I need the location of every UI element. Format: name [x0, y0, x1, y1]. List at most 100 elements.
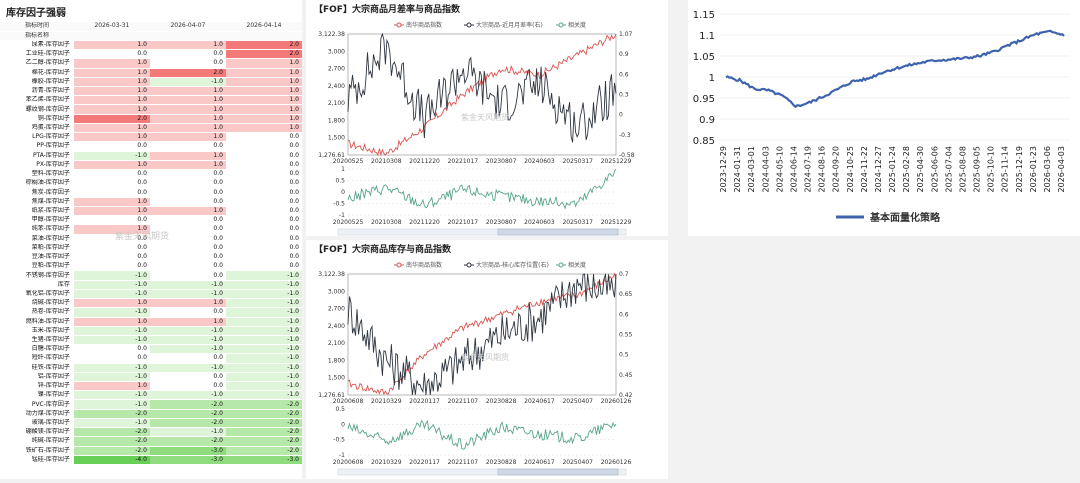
sub-x-tick: 20221017: [448, 219, 479, 226]
factor-value: 1.0: [149, 160, 226, 171]
factor-value: 0.0: [73, 243, 150, 253]
factor-value: 0.0: [149, 243, 226, 253]
legend-marker: [396, 22, 402, 28]
x-tick: 20250317: [562, 158, 593, 165]
factor-name: LPG-库存因子: [0, 132, 74, 143]
table-header-cell[interactable]: 2026-04-14: [225, 22, 302, 32]
x-tick: 20240617: [524, 398, 555, 405]
table-row: 锌-库存因子 1.0 0.0 -1.0: [0, 381, 302, 392]
plot-frame: [347, 33, 617, 156]
legend-marker: [466, 22, 472, 28]
x-tick: 2024-12-27: [874, 146, 883, 193]
correlation-line: [347, 168, 617, 210]
y-tick: 1.15: [693, 10, 715, 21]
sub-x-tick: 20210329: [371, 459, 402, 466]
factor-value: 1.0: [149, 317, 226, 327]
factor-value: 1.0: [149, 132, 226, 143]
factor-value: -1.0: [73, 270, 150, 281]
x-tick: 2025-02-28: [902, 146, 911, 193]
table-row: 菜粕-库存因子 0.0 0.0 0.0: [0, 243, 302, 253]
table-row: 鸡蛋-库存因子 1.0 1.0 1.0: [0, 123, 302, 134]
zoom-slider-track: [337, 228, 627, 236]
left-tick: 3,122.38: [318, 271, 345, 278]
sub-x-tick: 20230807: [486, 219, 517, 226]
factor-value: -2.0: [225, 418, 302, 429]
factor-value: -1.0: [225, 363, 302, 373]
table-row: 硼酸镁-库存因子 -2.0 -1.0 -2.0: [0, 427, 302, 438]
x-tick: 2024-06-14: [789, 146, 798, 193]
factor-value: -1.0: [149, 390, 226, 401]
table-row: PX-库存因子 1.0 1.0 0.0: [0, 160, 302, 171]
factor-value: 2.0: [225, 40, 302, 51]
strategy-chart-panel: 1.15 1.1 1.05 1 0.95 0.9 0.85 2023-12-29 2024-01…: [688, 0, 1080, 236]
right-tick: 0.45: [619, 372, 633, 379]
right-tick: 0.5: [619, 352, 629, 359]
factor-value: 2.0: [73, 114, 150, 124]
sub-x-tick: 20210308: [371, 219, 402, 226]
factor-value: 0.0: [149, 178, 226, 189]
factor-name: 铝-库存因子: [0, 372, 74, 383]
left-tick: 2,400: [328, 323, 345, 330]
right-tick: 0: [619, 112, 623, 119]
factor-value: 0.0: [73, 187, 150, 198]
table-row: 锰硅-库存因子 -4.0 -3.0 -3.0: [0, 455, 302, 466]
factor-name: 橡胶-库存因子: [0, 77, 74, 88]
factor-value: 1.0: [73, 298, 150, 309]
spread-line: [347, 32, 617, 143]
factor-value: 1.0: [73, 68, 150, 78]
factor-value: -1.0: [225, 353, 302, 364]
table-header-cell[interactable]: 指标时间: [0, 22, 74, 32]
factor-name: 燃料油-库存因子: [0, 317, 74, 327]
y-tick: 1: [709, 73, 715, 84]
right-tick: 0.9: [619, 51, 629, 58]
factor-value: 0.0: [149, 197, 226, 207]
table-row: PVC-库存因子 -1.0 -2.0 -2.0: [0, 399, 302, 410]
factor-name: 玻璃-库存因子: [0, 418, 74, 429]
factor-name: 甲醇-库存因子: [0, 215, 74, 226]
x-tick: 2024-09-20: [832, 146, 841, 193]
factor-name: 豆油-库存因子: [0, 252, 74, 263]
factor-value: 0.0: [225, 224, 302, 235]
x-tick: 2025-10-10: [987, 146, 996, 193]
factor-value: 0.0: [73, 234, 150, 244]
factor-value: 0.0: [149, 141, 226, 152]
factor-value: 1.0: [225, 68, 302, 78]
factor-value: 1.0: [149, 114, 226, 124]
factor-value: 0.0: [225, 252, 302, 263]
factor-value: -2.0: [73, 446, 150, 456]
x-tick: 20250407: [562, 398, 593, 405]
zoom-slider-track: [337, 468, 627, 476]
factor-value: 1.0: [225, 95, 302, 106]
factor-name: 热卷-库存因子: [0, 307, 74, 318]
factor-name: 短纤-库存因子: [0, 353, 74, 364]
x-tick: 2024-08-16: [818, 146, 827, 193]
table-row: 铜-库存因子 2.0 1.0 1.0: [0, 114, 302, 124]
zoom-slider-handle: [497, 228, 619, 236]
table-row: 焦煤-库存因子 1.0 0.0 0.0: [0, 197, 302, 207]
table-row: 白糖-库存因子 0.0 -1.0 -1.0: [0, 344, 302, 355]
x-tick: 20210308: [371, 158, 402, 165]
x-tick: 20211220: [409, 158, 440, 165]
factor-value: -4.0: [73, 455, 150, 466]
x-tick: 20200608: [333, 398, 364, 405]
factor-value: 0.0: [149, 169, 226, 180]
table-row: PTA-库存因子 -1.0 1.0 0.0: [0, 151, 302, 161]
x-tick: 2024-11-22: [860, 146, 869, 193]
x-tick: 2026-04-03: [1057, 146, 1066, 193]
factor-value: 0.0: [73, 353, 150, 364]
table-title: 库存因子强弱: [6, 8, 66, 19]
table-header-cell[interactable]: 2026-04-07: [149, 22, 226, 32]
table-header-cell[interactable]: 2026-03-31: [73, 22, 150, 32]
table-row: 豆粕-库存因子 0.0 0.0 0.0: [0, 261, 302, 272]
left-tick: 2,400: [328, 83, 345, 90]
factor-value: 0.0: [73, 49, 150, 60]
legend-label: 南华商品指数: [406, 261, 442, 269]
factor-name: 锌-库存因子: [0, 381, 74, 392]
factor-value: -1.0: [149, 77, 226, 88]
factor-name: 沥青-库存因子: [0, 86, 74, 97]
factor-name: 菜粕-库存因子: [0, 243, 74, 253]
factor-value: 0.0: [225, 206, 302, 217]
factor-value: -1.0: [149, 344, 226, 355]
factor-value: -1.0: [225, 326, 302, 336]
factor-value: 1.0: [225, 86, 302, 97]
